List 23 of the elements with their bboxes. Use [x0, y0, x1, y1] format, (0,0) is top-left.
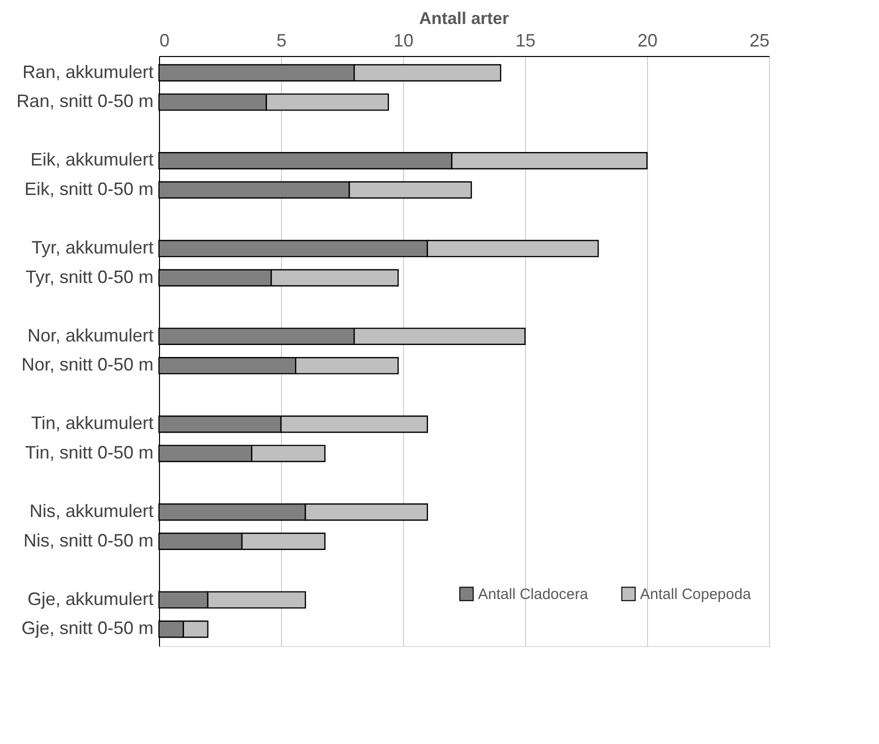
legend-label: Antall Copepoda [640, 586, 752, 603]
y-tick-label: Eik, akkumulert [30, 150, 154, 170]
x-tick-label: 20 [637, 30, 658, 50]
y-tick-label: Tyr, akkumulert [31, 238, 154, 258]
x-tick-label: 0 [160, 30, 170, 50]
y-tick-label: Gje, akkumulert [27, 588, 154, 609]
x-tick-label: 25 [749, 30, 770, 50]
legend-label: Antall Cladocera [478, 586, 589, 603]
x-tick-label: 15 [515, 30, 536, 50]
y-tick-label: Nis, akkumulert [29, 501, 154, 522]
y-tick-label: Gje, snitt 0-50 m [21, 618, 154, 638]
chart-title: Antall arter [419, 9, 510, 28]
y-tick-label: Tin, akkumulert [31, 413, 154, 434]
y-tick-label: Eik, snitt 0-50 m [24, 178, 154, 199]
y-tick-label: Nor, snitt 0-50 m [21, 354, 154, 375]
y-tick-label: Tin, snitt 0-50 m [25, 442, 154, 462]
y-tick-label: Nis, snitt 0-50 m [23, 530, 154, 550]
x-tick-label: 10 [393, 30, 414, 50]
y-tick-label: Tyr, snitt 0-50 m [25, 266, 154, 287]
y-tick-label: Nor, akkumulert [27, 325, 154, 346]
y-tick-label: Ran, snitt 0-50 m [16, 91, 154, 112]
y-tick-label: Ran, akkumulert [22, 62, 154, 82]
x-tick-label: 5 [276, 30, 287, 50]
